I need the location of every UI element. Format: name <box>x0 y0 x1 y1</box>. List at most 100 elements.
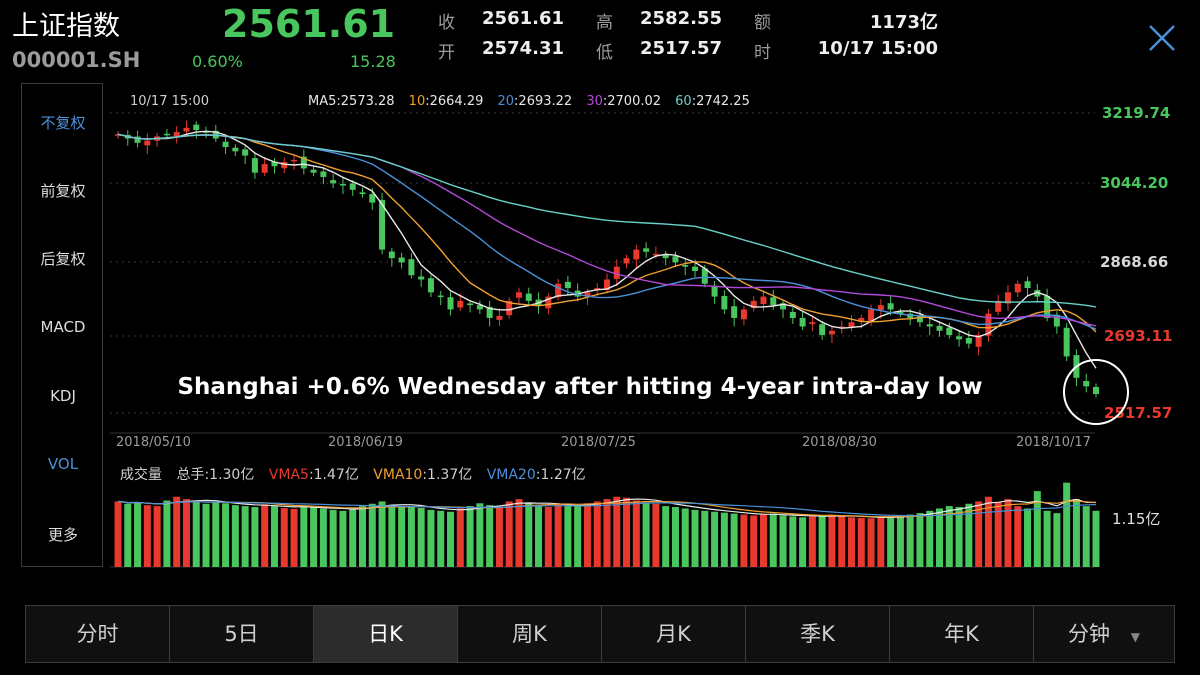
candle-body <box>349 183 356 190</box>
tab-monthly[interactable]: 月K <box>602 606 746 662</box>
tab-5day[interactable]: 5日 <box>170 606 314 662</box>
close-button[interactable] <box>1146 22 1178 54</box>
tab-weekly[interactable]: 周K <box>458 606 602 662</box>
date-axis-label: 2018/05/10 <box>116 435 191 450</box>
volume-bar <box>153 506 161 567</box>
date-axis-label: 2018/10/17 <box>1016 435 1091 450</box>
volume-bar <box>799 517 807 567</box>
volume-bar <box>701 510 709 567</box>
candle-body <box>721 295 728 310</box>
volume-bar <box>740 514 748 567</box>
candle-body <box>828 330 835 335</box>
open-value: 2574.31 <box>482 38 564 59</box>
tab-yearly[interactable]: 年K <box>890 606 1034 662</box>
volume-ma-lines <box>117 498 1097 518</box>
volume-bar <box>1014 506 1022 567</box>
volume-bar <box>124 503 132 567</box>
candle-body <box>291 159 298 162</box>
candle-body <box>995 300 1002 312</box>
sidebar-item-forward-adjust[interactable]: 前复权 <box>40 182 86 200</box>
candle-body <box>946 327 953 336</box>
tab-minute[interactable]: 分钟 ▼ <box>1034 606 1174 662</box>
candle-body <box>956 336 963 340</box>
volume-bar <box>955 507 963 567</box>
tab-quarterly[interactable]: 季K <box>746 606 890 662</box>
candle-body <box>232 147 239 152</box>
vma20-value: :1.27亿 <box>536 467 586 483</box>
candle-body <box>887 303 894 310</box>
vma10-value: :1.37亿 <box>422 467 472 483</box>
candle-body <box>281 162 288 169</box>
candle-body <box>1093 386 1099 395</box>
sidebar-item-vol[interactable]: VOL <box>47 455 79 473</box>
index-name: 上证指数 <box>12 11 120 42</box>
volume-bar <box>603 499 611 567</box>
sidebar-item-more[interactable]: 更多 <box>47 526 78 544</box>
candle-body <box>936 325 943 331</box>
candle-body <box>251 158 258 173</box>
volume-bar <box>730 513 738 567</box>
volume-bar <box>544 507 552 567</box>
sidebar-item-kdj[interactable]: KDJ <box>50 387 76 405</box>
ma10-label: 10 <box>409 94 426 109</box>
candle-body <box>760 296 767 305</box>
volume-bar <box>202 503 210 567</box>
volume-bar <box>114 501 122 567</box>
candle-body <box>339 184 346 186</box>
volume-bar <box>1082 506 1090 567</box>
volume-bar <box>828 514 836 567</box>
candle-body <box>682 264 689 267</box>
volume-axis-label: 1.15亿 <box>1112 510 1160 528</box>
volume-bar <box>759 514 767 567</box>
volume-bar <box>711 511 719 567</box>
volume-bar <box>887 516 895 567</box>
candle-body <box>613 266 620 279</box>
high-value: 2582.55 <box>640 8 722 29</box>
candle-body <box>633 249 640 260</box>
high-label: 高 <box>596 13 613 33</box>
volume-bar <box>466 506 474 567</box>
candle-body <box>242 149 249 156</box>
period-tabs: 分时 5日 日K 周K 月K 季K 年K 分钟 ▼ <box>25 605 1175 663</box>
volume-bar <box>417 507 425 567</box>
candle-body <box>1044 295 1051 318</box>
vma10-label: VMA10 <box>373 467 422 483</box>
candle-body <box>916 315 923 323</box>
kline-chart[interactable]: 10/17 15:00 MA5:2573.28 10:2664.29 20:26… <box>0 80 1200 575</box>
candle-body <box>496 315 503 320</box>
candle-body <box>594 288 601 290</box>
candle-body <box>515 292 522 298</box>
date-axis-label: 2018/08/30 <box>802 435 877 450</box>
candle-body <box>134 136 141 143</box>
volume-bars <box>114 482 1100 567</box>
sidebar-item-no-adjust[interactable]: 不复权 <box>40 114 86 132</box>
vma5-value: :1.47亿 <box>309 467 359 483</box>
index-code: 000001.SH <box>12 48 141 72</box>
candle-body <box>398 257 405 263</box>
sidebar-item-backward-adjust[interactable]: 后复权 <box>40 250 86 268</box>
candle-body <box>545 296 552 309</box>
ma30-label: 30 <box>586 94 603 109</box>
date-axis-label: 2018/07/25 <box>561 435 636 450</box>
volume-bar <box>642 502 650 567</box>
candle-body <box>437 295 444 298</box>
tab-intraday[interactable]: 分时 <box>26 606 170 662</box>
volume-bar <box>916 513 924 567</box>
volume-bar <box>456 508 464 567</box>
volume-bar <box>808 516 816 567</box>
volume-bar <box>1063 482 1071 567</box>
volume-bar <box>896 515 904 567</box>
candle-body <box>1014 283 1021 293</box>
amount-label: 额 <box>754 13 771 33</box>
volume-bar <box>671 507 679 567</box>
volume-bar <box>231 505 239 567</box>
adjustment-indicator-panel: 不复权 前复权 后复权 MACD KDJ VOL 更多 <box>21 83 103 567</box>
candle-body <box>564 281 571 289</box>
sidebar-item-macd[interactable]: MACD <box>40 318 86 336</box>
candle-body <box>731 306 738 318</box>
tab-daily[interactable]: 日K <box>314 606 458 662</box>
candle-body <box>750 300 757 309</box>
volume-bar <box>1053 513 1061 567</box>
volume-bar <box>789 516 797 567</box>
last-price: 2561.61 <box>222 2 396 46</box>
